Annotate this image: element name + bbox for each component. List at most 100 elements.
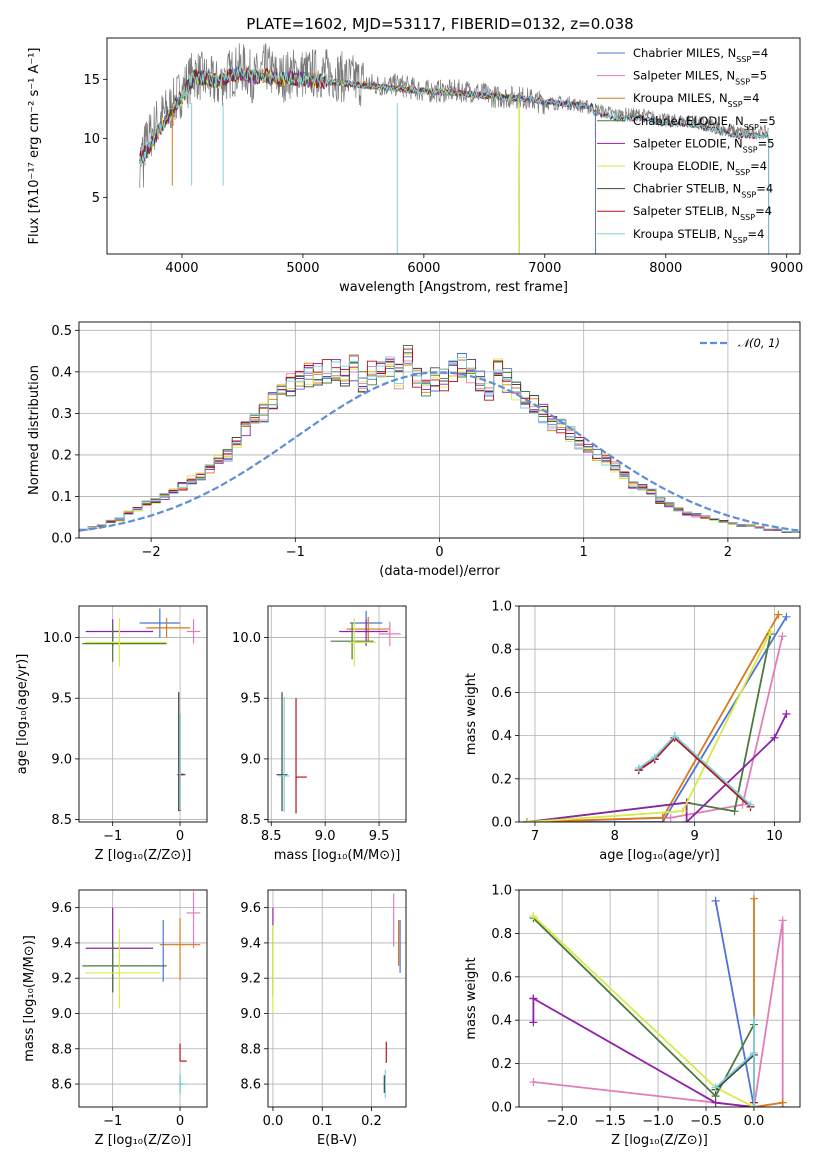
weight-line-kroupa-elodie <box>526 631 772 822</box>
weight-line-salpeter-elodie <box>526 713 788 822</box>
weight-vs-Z-xtick-label: −0.5 <box>690 1114 722 1129</box>
weight-vs-Z-xtick-label: −1.5 <box>594 1114 626 1129</box>
legend-label-chabrier-miles: Chabrier MILES, NSSP=4 <box>633 46 768 64</box>
legend-label-kroupa-stelib: Kroupa STELIB, NSSP=4 <box>633 227 764 245</box>
errorbar-kroupa-elodie <box>85 928 160 1009</box>
residuals-xtick-label: −1 <box>286 545 305 560</box>
errorbar-salpeter-stelib <box>295 698 307 814</box>
mass-vs-ebv-plot-area <box>272 893 401 1099</box>
weight-vs-age-xtick-label: 7 <box>531 829 539 844</box>
weight-line-kroupa-stelib <box>638 734 752 806</box>
errorbar-chabrier-miles <box>139 608 181 638</box>
weight-vs-Z-plot-area <box>529 894 787 1107</box>
weight-line-salpeter-miles <box>533 920 784 1107</box>
mass-vs-Z-ytick-label: 9.0 <box>51 1007 72 1022</box>
age-vs-mass-ytick-label: 9.0 <box>240 752 261 767</box>
weight-marker-salpeter-elodie <box>682 818 691 822</box>
spectrum-xtick-label: 5000 <box>286 261 319 276</box>
age-vs-Z-xlabel: Z [log₁₀(Z/Z⊙)] <box>95 848 192 863</box>
weight-line-chabrier-miles <box>527 616 788 822</box>
errorbar-kroupa-elodie <box>348 618 376 667</box>
residuals-ytick-label: 0.0 <box>51 532 72 547</box>
errorbar-salpeter-stelib <box>178 714 184 812</box>
weight-vs-Z-ytick-label: 0.8 <box>491 927 512 942</box>
legend-label-salpeter-stelib: Salpeter STELIB, NSSP=4 <box>633 204 772 222</box>
legend-label-kroupa-elodie: Kroupa ELODIE, NSSP=4 <box>633 159 767 177</box>
mass-vs-Z-ytick-label: 9.2 <box>51 972 72 987</box>
weight-vs-Z-xtick-label: 0.0 <box>744 1114 765 1129</box>
legend-label-salpeter-miles: Salpeter MILES, NSSP=5 <box>633 69 767 87</box>
errorbar-kroupa-stelib <box>278 697 290 813</box>
mass-vs-ebv-ytick-label: 8.6 <box>240 1078 261 1093</box>
residuals-ytick-label: 0.5 <box>51 324 72 339</box>
weight-line-salpeter-miles <box>526 635 784 822</box>
mass-vs-ebv-ytick-label: 9.6 <box>240 901 261 916</box>
errorbar-chabrier-elodie <box>330 622 374 660</box>
weight-marker-salpeter-elodie <box>770 733 779 742</box>
mass-vs-ebv-ytick-label: 9.0 <box>240 1007 261 1022</box>
spectrum-ytick-label: 15 <box>83 73 100 88</box>
weight-vs-age-plot-area <box>522 610 791 822</box>
errorbar-chabrier-stelib <box>276 692 288 812</box>
weight-marker-salpeter-miles <box>738 800 747 809</box>
age-vs-Z-ylabel: age [log₁₀(age/yr)] <box>15 654 30 775</box>
spectrum-xlabel: wavelength [Angstrom, rest frame] <box>339 280 568 295</box>
spectrum-xtick-label: 9000 <box>770 261 803 276</box>
residuals-xtick-label: 2 <box>724 545 732 560</box>
mass-vs-Z-xtick-label: 0 <box>176 1114 184 1129</box>
residuals-axes: −2 −1 0 1 2 0.0 0.1 0.2 0.3 0.4 0.5 (data-model)/er… <box>27 322 800 579</box>
spectrum-ylabel: Flux [fλ10⁻¹⁷ erg cm⁻² s⁻¹ A⁻¹] <box>27 48 42 245</box>
spectrum-ytick-label: 5 <box>92 191 100 206</box>
mass-vs-ebv-xtick-label: 0.2 <box>361 1114 382 1129</box>
weight-marker-kroupa-elodie <box>678 807 687 816</box>
mass-vs-Z-xtick-label: −1 <box>103 1114 122 1129</box>
legend-label-salpeter-elodie: Salpeter ELODIE, NSSP=5 <box>633 136 775 154</box>
mass-vs-ebv-xlabel: E(B-V) <box>317 1133 357 1148</box>
mass-vs-Z-ytick-label: 9.6 <box>51 901 72 916</box>
mass-vs-Z-ytick-label: 9.4 <box>51 936 72 951</box>
weight-vs-Z-ytick-label: 0.6 <box>491 970 512 985</box>
weight-vs-age-xtick-label: 8 <box>611 829 619 844</box>
errorbar-kroupa-elodie <box>85 618 167 667</box>
weight-vs-age-ytick-label: 0.4 <box>491 729 512 744</box>
spectrum-xtick-label: 4000 <box>165 261 198 276</box>
weight-marker-kroupa-stelib <box>746 800 755 809</box>
weight-vs-age-axes: 7 8 9 10 0.0 0.2 0.4 0.6 0.8 1.0 age [log₁₀(age/yr… <box>464 600 800 863</box>
weight-marker-kroupa-elodie <box>529 912 538 921</box>
mass-vs-ebv-ytick-label: 9.4 <box>240 936 261 951</box>
weight-marker-salpeter-miles <box>666 813 675 822</box>
residuals-ylabel: Normed distribution <box>27 365 42 495</box>
mass-vs-ebv-ytick-label: 9.2 <box>240 972 261 987</box>
weight-vs-Z-frame <box>518 889 801 1108</box>
weight-marker-salpeter-elodie <box>782 710 791 718</box>
age-vs-Z-ytick-label: 10.0 <box>43 631 72 646</box>
weight-marker-salpeter-elodie <box>529 1018 538 1027</box>
age-vs-Z-ytick-label: 9.0 <box>51 752 72 767</box>
gaussian-curve <box>79 371 800 532</box>
weight-marker-kroupa-stelib <box>749 1103 758 1107</box>
age-vs-Z-xtick-label: −1 <box>103 829 122 844</box>
weight-line-chabrier-elodie <box>526 633 772 822</box>
weight-marker-kroupa-stelib <box>634 764 643 772</box>
weight-marker-salpeter-miles <box>529 1078 538 1087</box>
age-vs-Z-ytick-label: 8.5 <box>51 813 72 828</box>
errorbar-chabrier-elodie <box>82 939 167 993</box>
spectrum-frame <box>106 37 801 255</box>
weight-line-salpeter-stelib <box>638 736 752 808</box>
mass-vs-Z-frame <box>78 889 208 1108</box>
age-vs-mass-xtick-label: 8.5 <box>261 829 282 844</box>
age-vs-mass-plot-area <box>276 610 401 814</box>
weight-line-kroupa-elodie <box>532 915 755 1107</box>
legend-label-chabrier-elodie: Chabrier ELODIE, NSSP=5 <box>633 114 776 132</box>
residuals-ytick-label: 0.3 <box>51 407 72 422</box>
errorbar-kroupa-stelib <box>178 1073 187 1095</box>
weight-vs-age-frame <box>518 605 801 823</box>
spectrum-model-kroupa-elodie-n-ssp-4 <box>139 66 520 254</box>
weight-vs-Z-ytick-label: 0.0 <box>491 1101 512 1116</box>
weight-vs-age-ylabel: mass weight <box>464 673 479 755</box>
mass-vs-Z-plot-area <box>82 891 201 1095</box>
errorbar-kroupa-stelib <box>178 712 184 810</box>
hist-step-kroupa-stelib <box>79 356 800 533</box>
residuals-ytick-label: 0.4 <box>51 365 72 380</box>
residuals-xtick-label: 0 <box>435 545 443 560</box>
